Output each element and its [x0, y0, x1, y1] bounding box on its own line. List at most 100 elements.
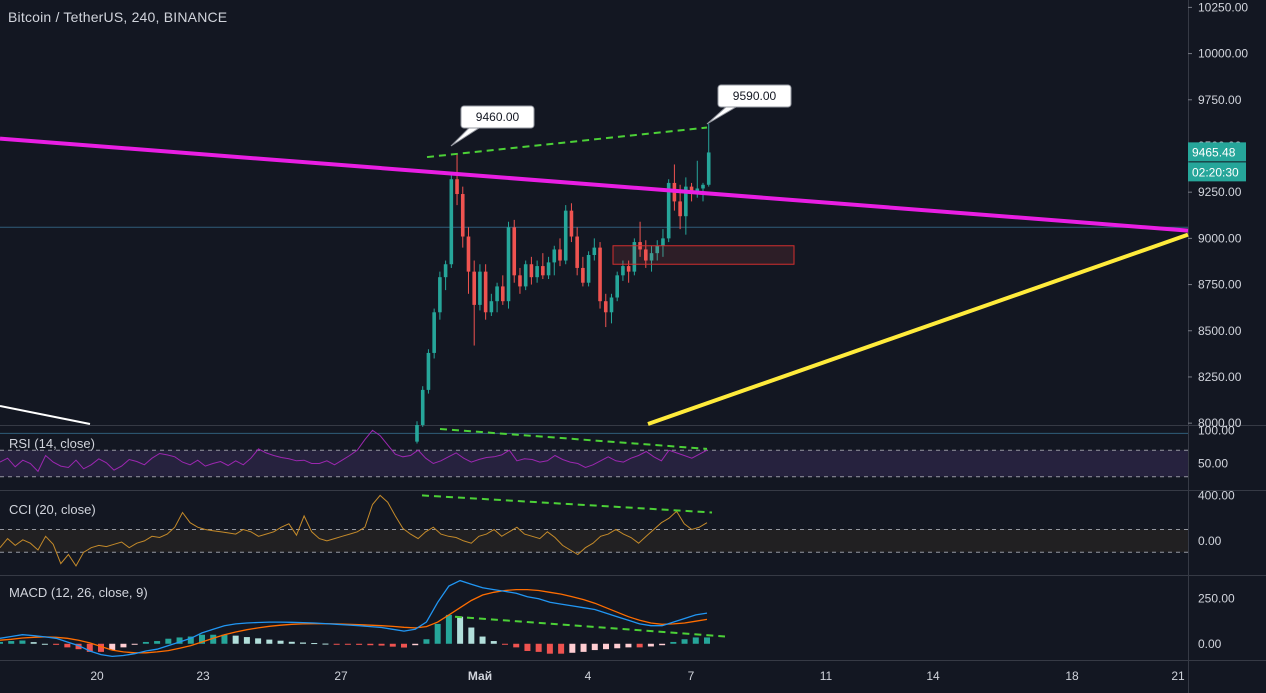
macd-histogram-bar [300, 642, 306, 644]
candle-body [661, 238, 665, 246]
current-price-badge [1188, 142, 1246, 162]
callout-9460-label: 9460.00 [476, 110, 520, 124]
candle-body [478, 271, 482, 305]
macd-histogram-bar [367, 643, 374, 646]
macd-histogram-bar [445, 614, 452, 644]
macd-histogram-bar [490, 641, 497, 644]
current-price-label: 9465.48 [1192, 145, 1236, 159]
macd-histogram-bar [142, 641, 149, 644]
macd-histogram-bar [221, 634, 228, 644]
candle-body [609, 297, 614, 313]
macd-histogram-bar [8, 641, 15, 644]
macd-histogram-bar [468, 627, 475, 644]
time-tick-label: 11 [820, 669, 833, 683]
macd-histogram-bar [558, 643, 565, 654]
candle-body [678, 201, 682, 217]
candle-body [420, 389, 425, 425]
time-tick-label: 14 [926, 669, 940, 683]
candle-body [615, 275, 619, 298]
candle-body [495, 286, 499, 302]
macd-histogram-bar [389, 643, 396, 647]
time-tick-label: 4 [585, 669, 592, 683]
rsi-band [0, 450, 1188, 477]
rsi-indicator-label[interactable]: RSI (14, close) [9, 436, 95, 451]
macd-tick-label: 0.00 [1198, 637, 1222, 651]
macd-line [0, 579, 708, 658]
cci-divergence-line [421, 494, 713, 514]
callout-9590-label: 9590.00 [733, 89, 777, 103]
macd-histogram-bar [53, 643, 60, 645]
candle-body [529, 264, 534, 278]
candle-body [701, 184, 705, 189]
macd-histogram-bar [434, 623, 441, 644]
macd-histogram-bar [109, 643, 116, 651]
macd-histogram-bar [524, 643, 531, 651]
macd-divergence-line [454, 615, 726, 638]
macd-signal-line [0, 588, 708, 654]
macd-histogram-bar [165, 638, 172, 644]
cci-line [0, 494, 708, 567]
macd-indicator-label[interactable]: MACD (12, 26, close, 9) [9, 585, 148, 600]
macd-histogram-bar [64, 643, 71, 648]
candle-body [438, 277, 442, 313]
candle-body [575, 236, 579, 268]
macd-histogram-bar [513, 643, 520, 648]
price-tick-label: 9250.00 [1198, 185, 1242, 199]
demand-zone-box [612, 245, 795, 265]
macd-histogram-bar [154, 641, 161, 644]
higher-high-dashed-line [426, 126, 708, 159]
callout-9460-pointer [450, 127, 481, 147]
candle-body [483, 271, 488, 313]
cci-indicator-label[interactable]: CCI (20, close) [9, 502, 96, 517]
candle-body [546, 262, 551, 276]
price-tick-label: 8000.00 [1198, 416, 1242, 430]
callout-9460-box [460, 105, 535, 129]
candle-body [518, 275, 522, 287]
macd-histogram-bar [603, 643, 609, 650]
candle-body [586, 255, 591, 283]
trend-line-old [0, 405, 91, 425]
candle-body [443, 264, 448, 278]
macd-histogram-bar [614, 643, 621, 649]
macd-histogram-bar [625, 643, 632, 648]
candle-body [535, 266, 539, 278]
macd-histogram-bar [569, 643, 576, 653]
macd-histogram-bar [120, 643, 127, 648]
candle-body [592, 247, 597, 255]
price-tick-label: 10250.00 [1198, 0, 1248, 14]
macd-histogram-bar [266, 639, 273, 644]
price-tick-label: 10000.00 [1198, 47, 1248, 61]
rsi-tick-label: 50.00 [1198, 456, 1228, 470]
countdown-label: 02:20:30 [1192, 165, 1239, 179]
rsi-line [0, 429, 708, 473]
countdown-badge [1188, 162, 1246, 182]
candle-body [569, 210, 574, 237]
macd-histogram-bar [636, 643, 643, 648]
macd-histogram-bar [401, 643, 407, 648]
macd-histogram-bar [647, 643, 654, 647]
macd-histogram-bar [0, 641, 3, 644]
macd-histogram-bar [311, 643, 318, 645]
macd-histogram-bar [502, 643, 508, 645]
macd-histogram-bar [659, 643, 666, 646]
candle-body [472, 271, 476, 305]
cci-band [0, 529, 1188, 553]
candle-body [598, 247, 602, 302]
time-tick-label: 18 [1065, 669, 1079, 683]
candle-body [415, 425, 419, 442]
candle-body [666, 182, 671, 239]
macd-histogram-bar [210, 634, 217, 644]
macd-histogram-bar [333, 643, 340, 645]
price-tick-label: 8750.00 [1198, 278, 1242, 292]
macd-histogram-bar [277, 640, 284, 644]
candle-body [655, 245, 660, 254]
candle-body [466, 236, 471, 272]
candle-body [563, 210, 568, 261]
time-tick-label: 27 [334, 669, 348, 683]
candle-body [695, 188, 700, 193]
macd-histogram-bar [131, 643, 138, 645]
candle-body [501, 286, 505, 302]
candle-body [626, 266, 631, 272]
time-tick-label: Май [468, 669, 492, 683]
